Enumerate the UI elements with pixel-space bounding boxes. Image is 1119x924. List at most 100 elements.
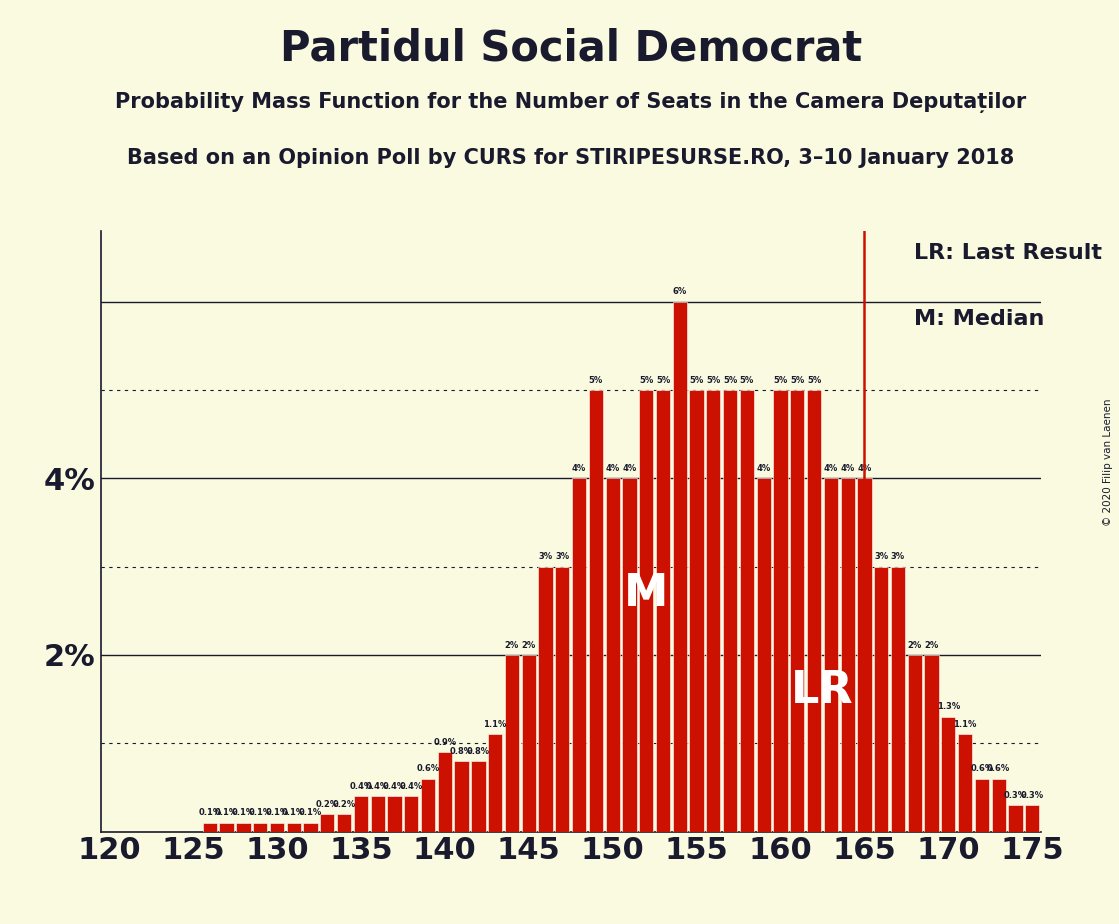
Text: 5%: 5% [807, 376, 821, 384]
Text: 1.1%: 1.1% [483, 720, 507, 729]
Bar [790, 390, 805, 832]
Text: 0.8%: 0.8% [450, 747, 473, 756]
Text: 3%: 3% [874, 553, 888, 561]
Text: LR: LR [791, 669, 854, 711]
Text: © 2020 Filip van Laenen: © 2020 Filip van Laenen [1103, 398, 1113, 526]
Bar [521, 655, 536, 832]
Bar [924, 655, 939, 832]
Bar [438, 752, 452, 832]
Text: M: Median: M: Median [914, 309, 1044, 329]
Bar [908, 655, 922, 832]
Text: 0.1%: 0.1% [232, 808, 255, 818]
Text: 0.2%: 0.2% [316, 799, 339, 808]
Text: 4%: 4% [572, 464, 586, 473]
Bar [605, 479, 620, 832]
Text: 3%: 3% [891, 553, 905, 561]
Text: 0.1%: 0.1% [198, 808, 222, 818]
Text: 2%: 2% [908, 640, 922, 650]
Bar [589, 390, 603, 832]
Bar [991, 779, 1006, 832]
Text: M: M [624, 572, 668, 614]
Bar [840, 479, 855, 832]
Text: 0.6%: 0.6% [987, 764, 1010, 773]
Text: 0.1%: 0.1% [215, 808, 238, 818]
Bar [538, 566, 553, 832]
Text: 0.3%: 0.3% [1021, 791, 1044, 800]
Bar [404, 796, 419, 832]
Bar [1025, 805, 1040, 832]
Bar [572, 479, 586, 832]
Text: 6%: 6% [673, 287, 687, 297]
Text: 5%: 5% [639, 376, 653, 384]
Bar [219, 822, 234, 832]
Text: Probability Mass Function for the Number of Seats in the Camera Deputaților: Probability Mass Function for the Number… [115, 92, 1026, 114]
Text: 5%: 5% [706, 376, 721, 384]
Text: 1.1%: 1.1% [953, 720, 977, 729]
Bar [673, 301, 687, 832]
Bar [639, 390, 653, 832]
Bar [354, 796, 368, 832]
Text: 4%: 4% [605, 464, 620, 473]
Text: 5%: 5% [656, 376, 670, 384]
Bar [941, 717, 956, 832]
Bar [270, 822, 284, 832]
Bar [320, 814, 335, 832]
Text: 0.3%: 0.3% [1004, 791, 1027, 800]
Bar [286, 822, 301, 832]
Text: 0.4%: 0.4% [366, 782, 389, 791]
Bar [740, 390, 754, 832]
Text: 0.6%: 0.6% [416, 764, 440, 773]
Text: 5%: 5% [589, 376, 603, 384]
Text: 2%: 2% [521, 640, 536, 650]
Text: 5%: 5% [790, 376, 805, 384]
Bar [488, 735, 502, 832]
Bar [656, 390, 670, 832]
Bar [706, 390, 721, 832]
Bar [622, 479, 637, 832]
Bar [253, 822, 267, 832]
Text: 0.4%: 0.4% [399, 782, 423, 791]
Text: 0.4%: 0.4% [383, 782, 406, 791]
Bar [807, 390, 821, 832]
Bar [471, 761, 486, 832]
Bar [824, 479, 838, 832]
Text: Partidul Social Democrat: Partidul Social Democrat [280, 28, 862, 69]
Bar [958, 735, 972, 832]
Text: 4%: 4% [756, 464, 771, 473]
Bar [689, 390, 704, 832]
Text: 2%: 2% [924, 640, 939, 650]
Text: 0.1%: 0.1% [265, 808, 289, 818]
Text: 3%: 3% [538, 553, 553, 561]
Bar [303, 822, 318, 832]
Bar [756, 479, 771, 832]
Text: 4%: 4% [622, 464, 637, 473]
Text: 4%: 4% [857, 464, 872, 473]
Bar [236, 822, 251, 832]
Bar [723, 390, 737, 832]
Bar [370, 796, 385, 832]
Bar [555, 566, 570, 832]
Text: 3%: 3% [555, 553, 570, 561]
Text: 2%: 2% [505, 640, 519, 650]
Text: 5%: 5% [773, 376, 788, 384]
Text: 0.1%: 0.1% [299, 808, 322, 818]
Bar [387, 796, 402, 832]
Bar [337, 814, 351, 832]
Bar [1008, 805, 1023, 832]
Bar [454, 761, 469, 832]
Text: 0.1%: 0.1% [282, 808, 305, 818]
Bar [891, 566, 905, 832]
Bar [773, 390, 788, 832]
Bar [505, 655, 519, 832]
Text: 5%: 5% [740, 376, 754, 384]
Bar [857, 479, 872, 832]
Text: 5%: 5% [723, 376, 737, 384]
Text: 1.3%: 1.3% [937, 702, 960, 711]
Text: 0.1%: 0.1% [248, 808, 272, 818]
Bar [421, 779, 435, 832]
Bar [203, 822, 217, 832]
Text: 0.4%: 0.4% [349, 782, 373, 791]
Bar [874, 566, 888, 832]
Text: 0.2%: 0.2% [332, 799, 356, 808]
Text: 0.9%: 0.9% [433, 737, 457, 747]
